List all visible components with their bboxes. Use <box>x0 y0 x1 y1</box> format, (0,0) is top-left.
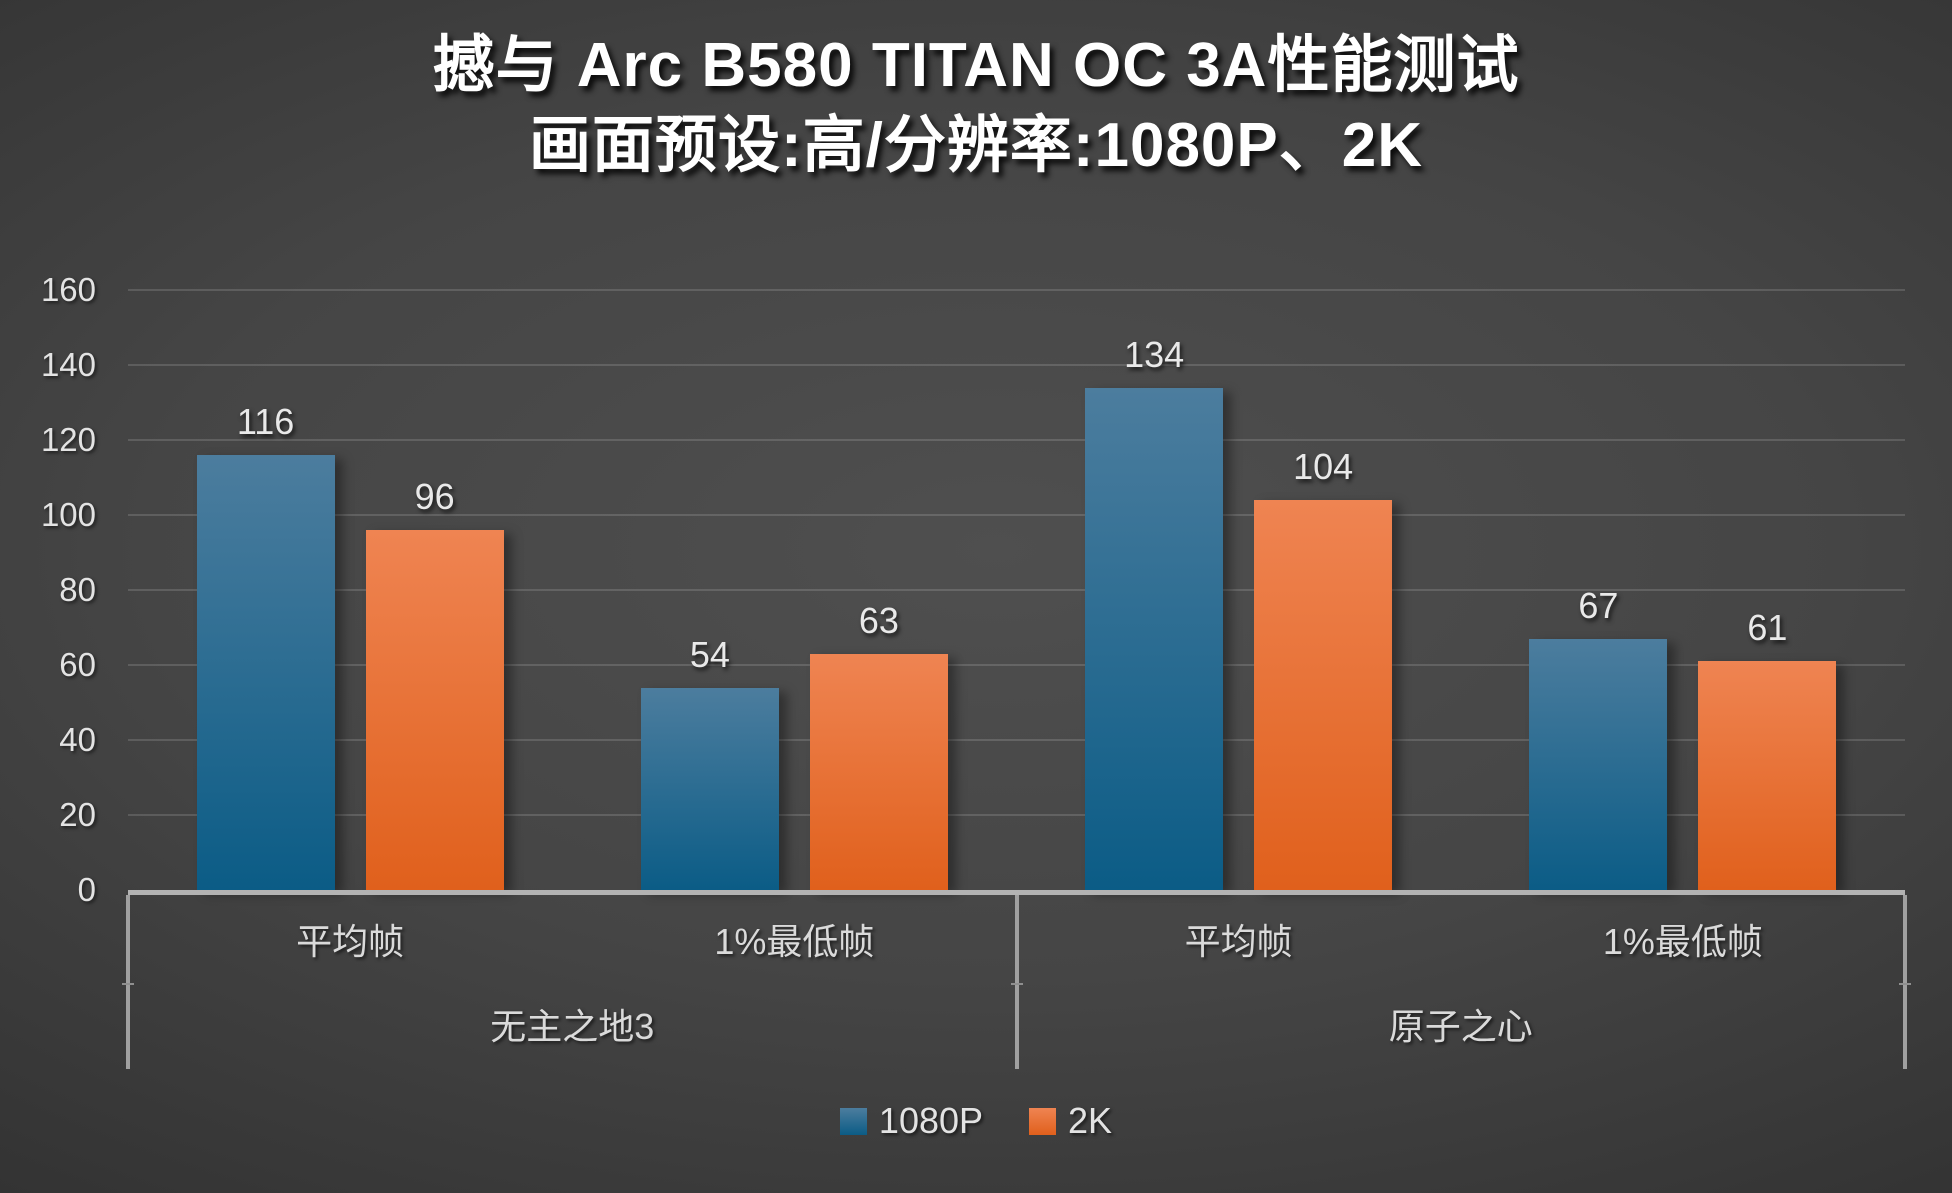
legend-label: 1080P <box>878 1100 984 1141</box>
bar-value-label: 54 <box>689 633 730 675</box>
bar-wrap: 61 <box>1698 290 1837 890</box>
gridline <box>128 289 1905 291</box>
y-tick-label: 160 <box>40 271 96 308</box>
legend-item-2k: 2K <box>1029 1100 1112 1142</box>
y-tick-label: 80 <box>59 571 96 608</box>
bar-cluster: 67 61 <box>1461 290 1905 890</box>
chart-title: 撼与 Arc B580 TITAN OC 3A性能测试 <box>432 31 1520 100</box>
category-divider-middle <box>1010 895 1023 1069</box>
chart-title-block: 撼与 Arc B580 TITAN OC 3A性能测试 画面预设:高/分辨率:1… <box>0 26 1952 186</box>
y-tick-label: 0 <box>77 871 96 908</box>
legend-label: 2K <box>1068 1100 1113 1141</box>
legend-swatch-1080p <box>839 1107 867 1135</box>
group-label: 原子之心 <box>1388 1005 1533 1047</box>
bar-wrap: 96 <box>365 290 504 890</box>
plot-area: 116 96 54 63 134 104 67 61 <box>128 289 1905 890</box>
legend-item-1080p: 1080P <box>839 1100 984 1142</box>
bar-value-label: 116 <box>236 401 295 442</box>
category-axis: 平均帧 1%最低帧 平均帧 1%最低帧 无主之地3 原子之心 <box>122 890 1911 1069</box>
bar-1080p <box>1085 387 1224 890</box>
bar-cluster: 134 104 <box>1017 290 1461 890</box>
bar-value-label: 67 <box>1578 584 1619 626</box>
legend: 1080P 2K <box>0 1100 1952 1142</box>
bar-2k <box>1698 661 1837 890</box>
bar-wrap: 104 <box>1254 290 1393 890</box>
bar-cluster: 116 96 <box>128 290 572 890</box>
gridline <box>128 589 1905 591</box>
bar-wrap: 67 <box>1529 290 1668 890</box>
chart-subtitle: 画面预设:高/分辨率:1080P、2K <box>528 111 1424 180</box>
category-row-subcategories: 平均帧 1%最低帧 平均帧 1%最低帧 <box>128 895 1905 983</box>
bar-2k <box>1254 500 1393 890</box>
group-label: 无主之地3 <box>490 1005 655 1047</box>
y-tick-label: 100 <box>40 496 96 533</box>
category-label: 平均帧 <box>296 921 405 962</box>
bar-2k <box>809 653 948 890</box>
category-label: 1%最低帧 <box>1602 921 1763 962</box>
bar-wrap: 116 <box>196 290 335 890</box>
bar-1080p <box>640 687 779 890</box>
y-axis: 0 20 40 60 80 100 120 140 160 <box>0 271 100 908</box>
y-tick-label: 120 <box>40 421 96 458</box>
gridline <box>128 664 1905 666</box>
gridline <box>128 739 1905 741</box>
bar-wrap: 134 <box>1085 290 1224 890</box>
bar-2k <box>365 530 504 890</box>
bar-wrap: 63 <box>809 290 948 890</box>
bar-wrap: 54 <box>640 290 779 890</box>
bar-1080p <box>196 455 335 890</box>
y-tick-label: 20 <box>59 796 96 833</box>
category-row-groups: 无主之地3 原子之心 <box>128 983 1905 1064</box>
gridline <box>128 364 1905 366</box>
y-tick-label: 40 <box>59 721 96 758</box>
category-divider-right <box>1899 895 1911 1069</box>
gridline <box>128 439 1905 441</box>
category-label: 1%最低帧 <box>714 921 875 962</box>
category-divider-left <box>122 895 134 1069</box>
bar-value-label: 104 <box>1293 446 1354 487</box>
bar-value-label: 63 <box>858 599 899 641</box>
y-tick-label: 140 <box>40 346 96 383</box>
bar-value-label: 134 <box>1124 333 1185 375</box>
legend-swatch-2k <box>1029 1107 1057 1135</box>
gridline <box>128 814 1905 816</box>
bar-1080p <box>1529 638 1668 890</box>
bar-value-label: 96 <box>414 476 455 517</box>
bar-cluster: 54 63 <box>572 290 1016 890</box>
y-tick-label: 60 <box>59 646 96 683</box>
bar-value-label: 61 <box>1747 607 1788 649</box>
gridline <box>128 514 1905 516</box>
bar-clusters: 116 96 54 63 134 104 67 61 <box>128 290 1905 890</box>
category-label: 平均帧 <box>1184 921 1293 962</box>
